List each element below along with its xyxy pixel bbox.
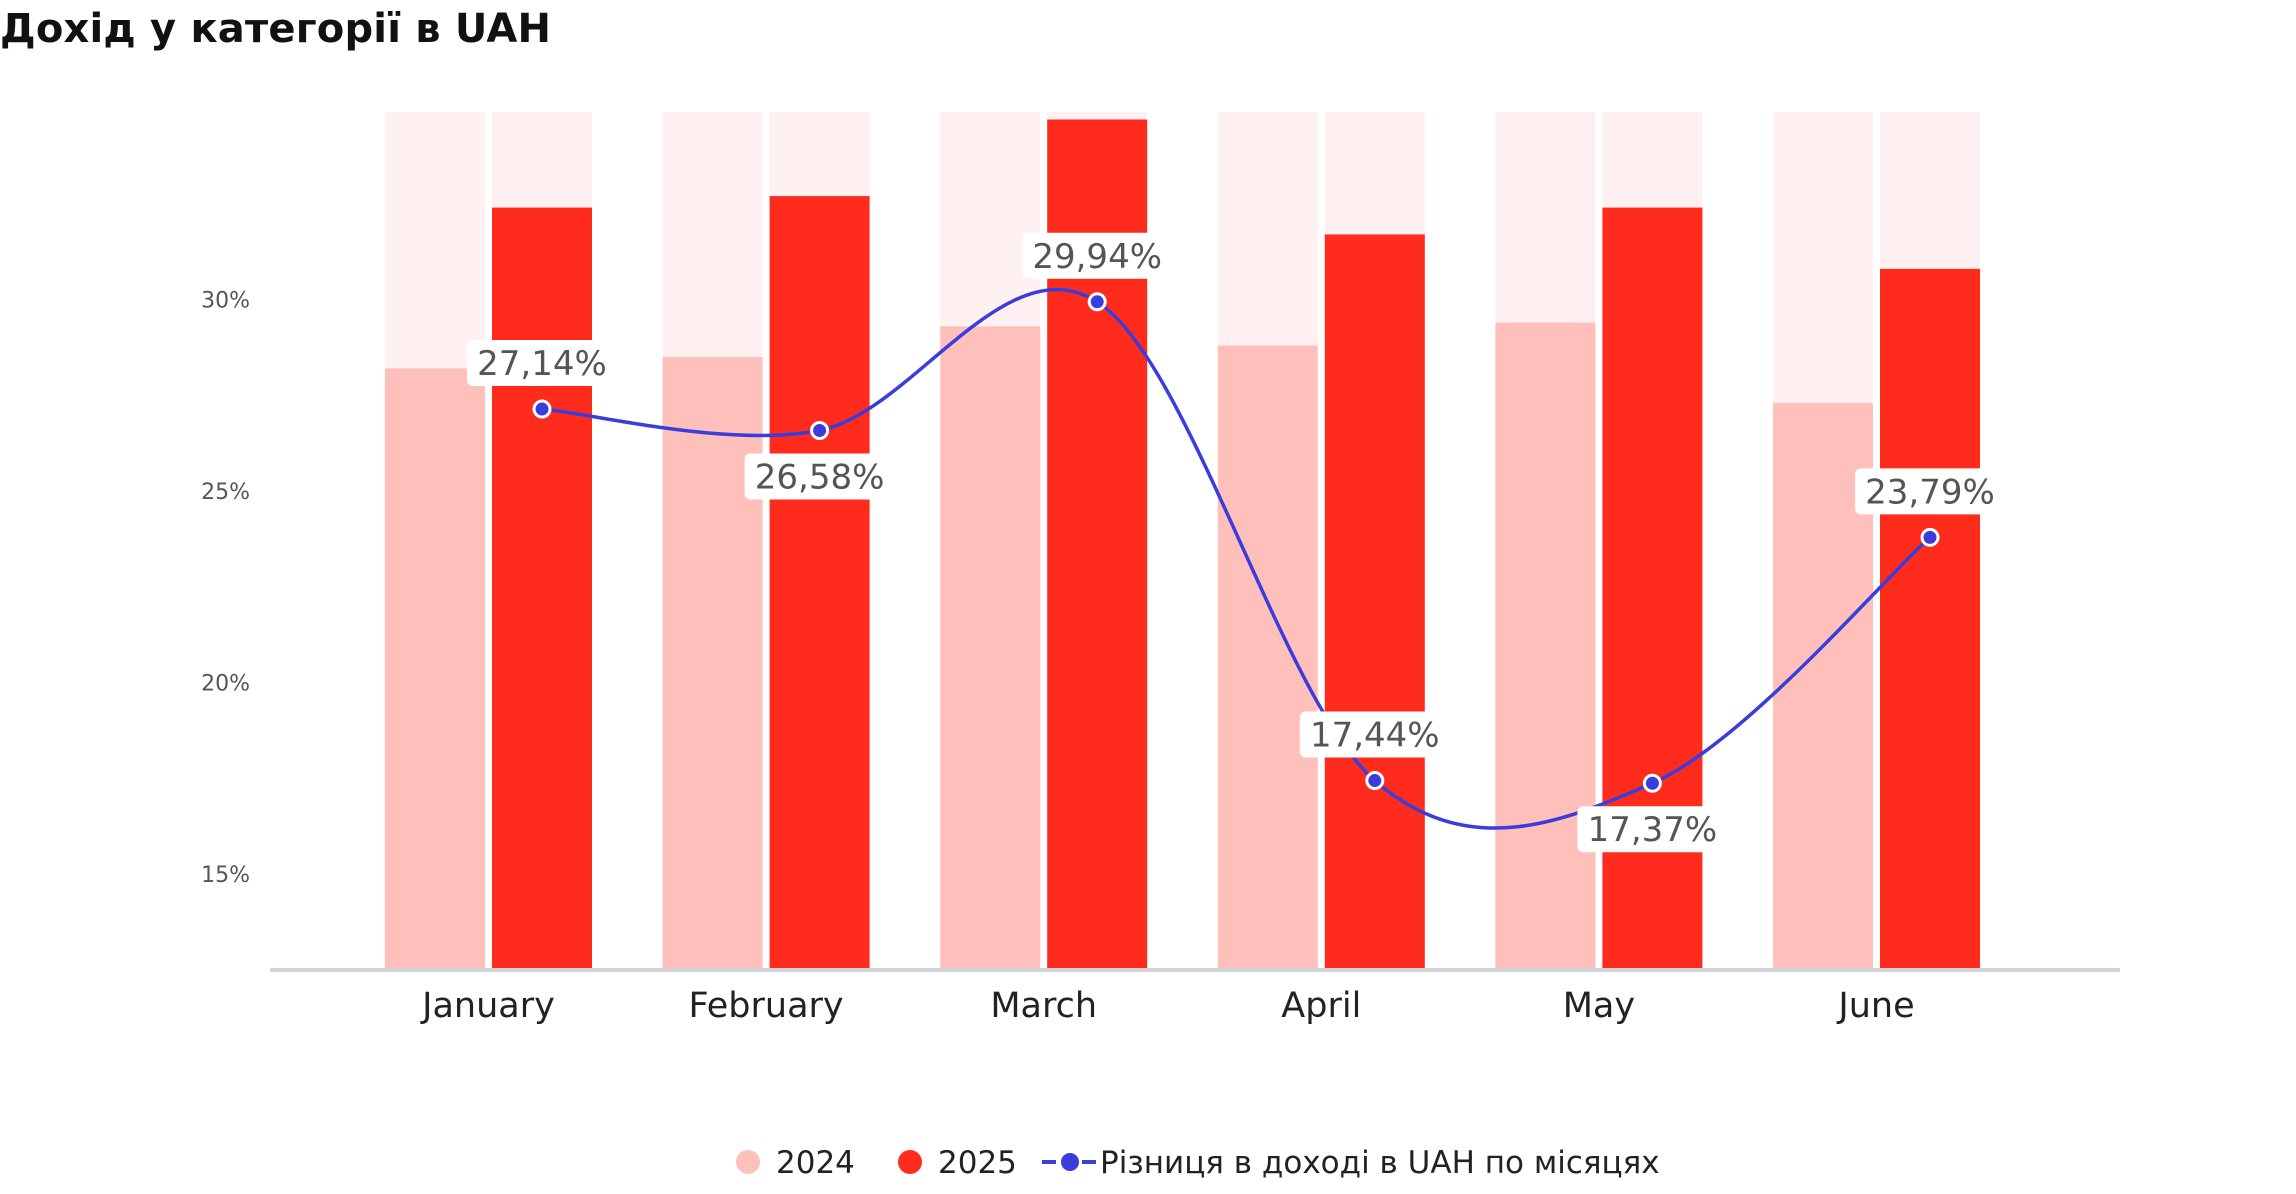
difference-point: [1087, 292, 1107, 312]
difference-point: [532, 399, 552, 419]
bar-2025-june: [1880, 268, 1980, 970]
legend-swatch-point: [1061, 1153, 1079, 1171]
chart-title: Дохід у категорії в UAH: [0, 6, 552, 52]
x-tick-label: March: [990, 986, 1097, 1026]
bar-2024-march: [940, 326, 1041, 970]
x-tick-label: January: [420, 986, 555, 1026]
data-label-text: 17,37%: [1588, 810, 1718, 850]
data-label-box: [744, 453, 895, 500]
y-tick-label: 30%: [201, 289, 250, 314]
data-label-box: [1577, 806, 1728, 853]
legend-label-2024: 2024: [776, 1145, 855, 1181]
data-label-box: [1299, 711, 1450, 758]
legend-swatch-2024: [736, 1150, 760, 1174]
x-tick-label: February: [689, 986, 844, 1026]
bar-2024-february: [662, 356, 763, 970]
legend-swatch-2025: [898, 1150, 922, 1174]
legend: 2024 2025 Різниця в доході в UAH по місяця…: [736, 1145, 1660, 1181]
data-label-box: [467, 340, 617, 387]
legend-label-2025: 2025: [938, 1145, 1017, 1181]
data-label-text: 23,79%: [1865, 472, 1995, 512]
x-tick-label: April: [1281, 986, 1361, 1026]
bar-2024-april: [1217, 345, 1318, 971]
bar-2024-january: [385, 368, 485, 970]
data-label-box: [1855, 468, 2005, 515]
axis-layer: 15% 20% 25% 30% January February March April May…: [201, 289, 2120, 1026]
difference-point: [810, 420, 830, 440]
legend-label-difference: Різниця в доході в UAH по місяцях: [1100, 1145, 1660, 1181]
difference-line-layer: [532, 287, 1940, 830]
bar-2025-april: [1324, 234, 1425, 970]
bar-background-layer: [385, 112, 1980, 970]
bar-2025-february: [769, 196, 870, 971]
y-tick-label: 15%: [201, 863, 250, 888]
data-label-layer: 27,14% 26,58% 29,94% 17,44% 17,37% 23,79%: [467, 232, 2005, 853]
data-label: 17,44%: [1299, 711, 1450, 758]
bar-2025-january: [492, 207, 592, 970]
data-label: 17,37%: [1577, 806, 1728, 853]
bar-layer: [385, 119, 1980, 971]
difference-point: [1920, 527, 1940, 547]
data-label: 26,58%: [744, 453, 895, 500]
x-tick-label: June: [1836, 986, 1914, 1026]
y-tick-label: 20%: [201, 672, 250, 697]
data-label: 23,79%: [1855, 468, 2005, 515]
data-label-text: 26,58%: [755, 457, 885, 497]
x-tick-label: May: [1563, 986, 1635, 1026]
data-label-text: 27,14%: [477, 344, 607, 384]
data-label-text: 17,44%: [1310, 716, 1440, 756]
difference-point: [1642, 773, 1662, 793]
y-tick-label: 25%: [201, 480, 250, 505]
data-label: 27,14%: [467, 340, 617, 387]
bar-2025-may: [1602, 207, 1703, 970]
data-label-text: 29,94%: [1032, 237, 1162, 277]
data-label: 29,94%: [1022, 232, 1173, 279]
bar-2024-may: [1495, 322, 1596, 971]
difference-point: [1365, 771, 1385, 791]
data-label-box: [1022, 232, 1173, 279]
